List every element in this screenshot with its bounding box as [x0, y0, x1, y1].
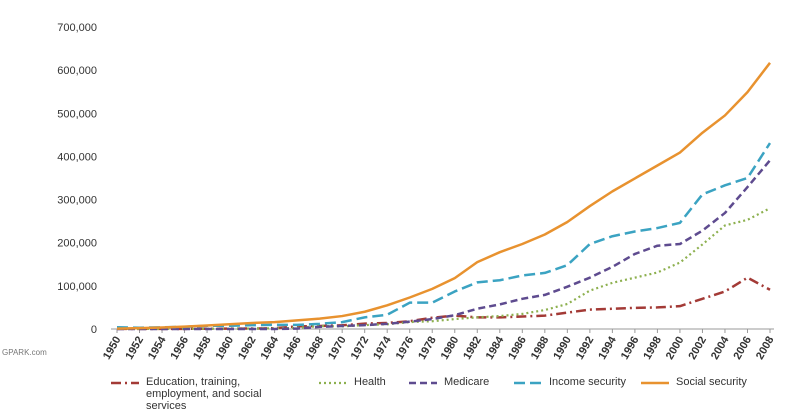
legend-swatch [409, 381, 437, 385]
x-tick-label: 1984 [484, 334, 507, 362]
x-tick-label: 2000 [664, 335, 687, 362]
legend-item: Medicare [408, 376, 503, 388]
y-tick-label: 400,000 [57, 151, 97, 163]
x-tick-label: 1966 [281, 335, 304, 362]
y-tick-label: 500,000 [57, 108, 97, 120]
x-tick-label: 1970 [326, 335, 349, 362]
x-tick-label: 1994 [596, 334, 619, 362]
x-tick-label: 1992 [574, 335, 597, 362]
y-tick-label: 100,000 [57, 281, 97, 293]
x-tick-label: 1956 [169, 335, 192, 362]
legend-swatch [514, 381, 542, 385]
x-tick-label: 2004 [709, 334, 732, 362]
y-tick-label: 0 [91, 324, 97, 336]
legend-label: Education, training, employment, and soc… [146, 376, 262, 412]
legend-label: Health [354, 376, 386, 388]
legend-label: Income security [549, 376, 627, 388]
x-tick-label: 1978 [416, 335, 439, 362]
x-tick-label: 1974 [371, 334, 394, 362]
y-tick-label: 200,000 [57, 238, 97, 250]
y-tick-label: 300,000 [57, 195, 97, 207]
legend-swatch [319, 381, 347, 385]
legend-item: Health [318, 376, 398, 388]
x-tick-label: 1996 [619, 335, 642, 362]
x-tick-label: 2002 [686, 335, 709, 362]
x-tick-label: 1998 [641, 335, 664, 362]
chart: 0 100,000 200,000 300,000 400,000 500,000 600,… [57, 22, 777, 362]
legend-item: Social security [640, 376, 770, 388]
x-tick-label: 2008 [754, 335, 777, 362]
x-tick-label: 2006 [731, 335, 754, 362]
series-line [116, 142, 772, 329]
legend-label: Social security [676, 376, 747, 388]
watermark: GPARK.com [2, 348, 47, 357]
legend-item: Education, training, employment, and soc… [110, 376, 300, 412]
x-tick-label: 1962 [236, 335, 259, 362]
x-tick-label: 1968 [304, 335, 327, 362]
y-tick-label: 700,000 [57, 22, 97, 34]
series-line [117, 207, 771, 330]
legend-swatch [641, 381, 669, 385]
x-tick-label: 1976 [394, 335, 417, 362]
x-tick-label: 1988 [529, 335, 552, 362]
series-line [116, 276, 771, 331]
x-tick-label: 1972 [349, 335, 372, 362]
x-tick-label: 1954 [146, 334, 169, 362]
legend-swatch [111, 381, 139, 385]
x-tick-label: 1990 [551, 335, 574, 362]
x-tick-label: 1952 [123, 335, 146, 362]
x-tick-label: 1982 [461, 335, 484, 362]
legend-label: Medicare [444, 376, 490, 388]
x-tick-label: 1986 [506, 335, 529, 362]
x-tick-label: 1958 [191, 335, 214, 362]
y-tick-label: 600,000 [57, 65, 97, 77]
series-line [117, 159, 771, 331]
x-tick-label: 1964 [259, 334, 282, 362]
x-tick-label: 1980 [439, 335, 462, 362]
x-tick-label: 1960 [214, 335, 237, 362]
x-tick-label: 1950 [101, 335, 124, 362]
legend-item: Income security [513, 376, 628, 388]
series-line [116, 62, 771, 330]
